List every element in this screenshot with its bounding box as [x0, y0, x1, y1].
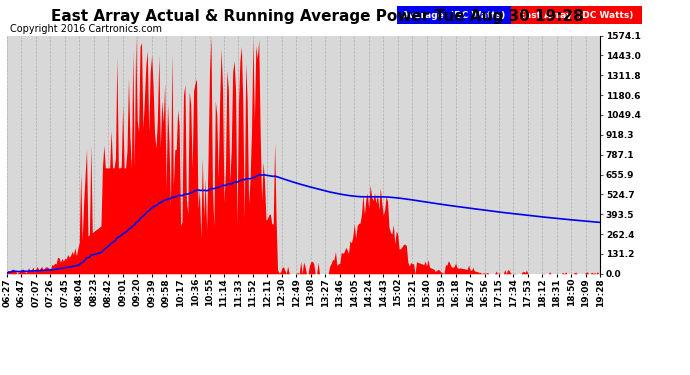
Text: East Array Actual & Running Average Power Tue Aug 30 19:28: East Array Actual & Running Average Powe… — [51, 9, 584, 24]
Text: Copyright 2016 Cartronics.com: Copyright 2016 Cartronics.com — [10, 24, 162, 34]
Text: East Array  (DC Watts): East Array (DC Watts) — [519, 11, 633, 20]
Text: Average  (DC Watts): Average (DC Watts) — [402, 11, 505, 20]
